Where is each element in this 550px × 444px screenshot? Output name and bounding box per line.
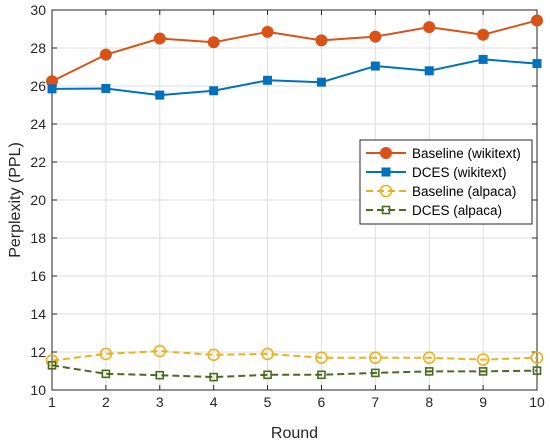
data-point xyxy=(47,84,57,94)
data-point xyxy=(209,86,219,96)
x-tick-label: 5 xyxy=(264,394,272,410)
x-tick-label: 8 xyxy=(425,394,433,410)
y-tick-label: 12 xyxy=(30,344,46,360)
data-point xyxy=(315,351,328,365)
data-point xyxy=(153,32,166,45)
y-tick-label: 22 xyxy=(30,154,46,170)
data-point xyxy=(478,54,488,64)
series-1 xyxy=(46,14,543,88)
data-point xyxy=(423,21,436,34)
legend-label: DCES (alpaca) xyxy=(412,203,502,218)
y-tick-label: 18 xyxy=(30,230,46,246)
data-point xyxy=(476,353,490,366)
legend-marker xyxy=(379,184,393,198)
data-point xyxy=(263,370,272,380)
data-point xyxy=(99,347,113,361)
data-point xyxy=(532,366,542,375)
data-point xyxy=(207,348,220,362)
data-point xyxy=(207,36,220,49)
series-line xyxy=(51,350,538,362)
data-point xyxy=(424,66,434,76)
legend-label: Baseline (alpaca) xyxy=(412,184,516,199)
data-point xyxy=(263,75,273,85)
series-group xyxy=(45,14,544,382)
data-point xyxy=(155,90,165,100)
data-point xyxy=(99,48,112,61)
data-point xyxy=(371,368,380,378)
data-point xyxy=(261,25,274,38)
y-tick-label: 14 xyxy=(30,306,46,322)
series-4 xyxy=(47,360,542,382)
legend-marker xyxy=(380,147,392,159)
series-2 xyxy=(47,54,542,100)
data-point xyxy=(155,370,165,380)
data-point xyxy=(530,351,544,365)
series-3 xyxy=(45,344,544,367)
legend-item: DCES (alpaca) xyxy=(366,203,502,218)
x-tick-label: 6 xyxy=(318,394,326,410)
data-point xyxy=(369,30,382,43)
data-point xyxy=(209,372,218,382)
legend-item: DCES (wikitext) xyxy=(366,165,507,180)
legend-label: DCES (wikitext) xyxy=(412,165,507,180)
x-tick-label: 3 xyxy=(156,394,164,410)
data-point xyxy=(315,34,328,47)
data-point xyxy=(47,360,57,370)
data-point xyxy=(317,370,326,380)
series-line xyxy=(51,58,538,97)
x-tick-label: 4 xyxy=(210,394,218,410)
x-tick-label: 9 xyxy=(479,394,487,410)
y-axis-label: Perplexity (PPL) xyxy=(7,142,24,258)
legend-item: Baseline (wikitext) xyxy=(366,146,521,161)
y-tick-label: 30 xyxy=(30,2,46,18)
series-line xyxy=(51,19,538,83)
data-point xyxy=(153,344,167,358)
legend-item: Baseline (alpaca) xyxy=(366,184,516,199)
x-tick-label: 10 xyxy=(529,394,545,410)
series-line xyxy=(51,364,538,379)
x-tick-label: 7 xyxy=(371,394,379,410)
legend: Baseline (wikitext) DCES (wikitext) Baseli… xyxy=(359,139,533,225)
data-point xyxy=(101,83,111,93)
data-point xyxy=(477,28,490,41)
x-tick-label: 1 xyxy=(48,394,56,410)
data-point xyxy=(101,369,111,379)
legend-label: Baseline (wikitext) xyxy=(412,146,521,161)
data-point xyxy=(422,351,436,365)
data-point xyxy=(531,14,543,27)
y-tick-label: 16 xyxy=(30,268,46,284)
data-point xyxy=(478,367,488,376)
y-tick-label: 20 xyxy=(30,192,46,208)
y-tick-label: 24 xyxy=(30,116,46,132)
y-tick-label: 28 xyxy=(30,40,46,56)
legend-marker xyxy=(381,205,391,215)
data-point xyxy=(424,367,434,376)
data-point xyxy=(369,351,382,365)
data-point xyxy=(261,347,274,361)
y-tick-label: 10 xyxy=(30,382,46,398)
data-point xyxy=(370,61,380,71)
y-tick-label: 26 xyxy=(30,78,46,94)
x-tick-label: 2 xyxy=(102,394,110,410)
data-point xyxy=(316,77,326,87)
legend-marker xyxy=(381,167,391,177)
x-axis-label: Round xyxy=(271,425,318,442)
data-point xyxy=(532,59,542,69)
